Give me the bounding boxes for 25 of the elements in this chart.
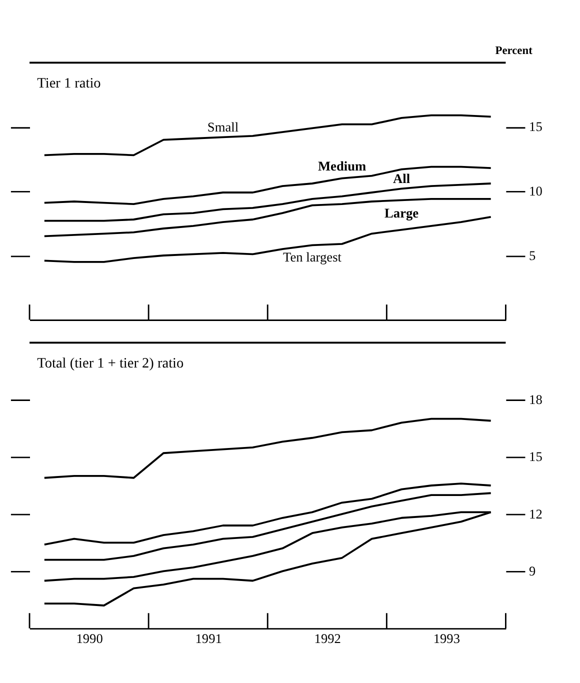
x-tick-label: 1992 xyxy=(314,631,341,646)
series-label: Ten largest xyxy=(283,249,342,264)
line-series xyxy=(43,482,492,546)
line-series xyxy=(43,182,492,222)
y-tick-label: 5 xyxy=(529,248,536,263)
x-tick-label: 1993 xyxy=(433,631,460,646)
y-tick-label: 9 xyxy=(529,564,536,578)
y-tick-label: 12 xyxy=(529,506,542,522)
line-series xyxy=(43,418,492,479)
series-label: Medium xyxy=(318,158,366,174)
y-tick-label: 18 xyxy=(529,392,543,408)
y-tick-label: 15 xyxy=(529,449,543,464)
y-tick-label: 10 xyxy=(529,184,543,198)
x-tick-label: 1991 xyxy=(195,631,222,646)
series-label: Small xyxy=(207,120,239,134)
y-tick-label: 15 xyxy=(529,119,543,134)
x-tick-label: 1990 xyxy=(76,631,104,646)
series-label: Large xyxy=(384,205,419,220)
text: Total (tier 1 + tier 2) ratio xyxy=(37,355,184,372)
line-series xyxy=(43,198,492,238)
series-label: All xyxy=(393,170,410,186)
y-axis-title: Percent xyxy=(495,45,533,58)
text: Tier 1 ratio xyxy=(37,75,101,92)
line-series xyxy=(43,492,492,561)
line-series xyxy=(43,114,492,156)
